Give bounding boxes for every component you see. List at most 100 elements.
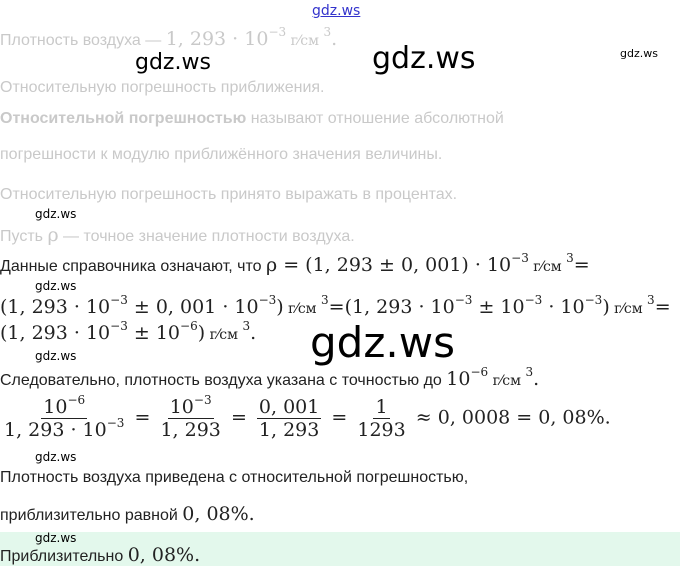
- exp: −3: [511, 251, 529, 265]
- denominator: 1, 293: [160, 419, 221, 441]
- watermark-top-link[interactable]: gdz.ws: [312, 3, 361, 19]
- exp: −3: [258, 293, 277, 307]
- rho: ρ: [47, 224, 59, 246]
- dot: .: [533, 368, 540, 390]
- exp: 3: [647, 293, 655, 307]
- result-line: (1, 293 · 10−3 ± 10−6) г⁄см 3.: [0, 319, 257, 344]
- exp: −3: [193, 393, 212, 407]
- exp: 3: [242, 319, 251, 333]
- eq: =: [654, 296, 671, 318]
- eq: =: [331, 406, 348, 429]
- exp: 3: [321, 293, 329, 307]
- exp: 3: [566, 251, 574, 265]
- text: Пусть: [0, 228, 48, 245]
- m: (1, 293 · 10: [0, 296, 111, 318]
- exp: −3: [524, 293, 543, 307]
- unit: г⁄см: [609, 301, 648, 317]
- math: 10−6 г⁄см 3.: [446, 365, 540, 390]
- m: ± 10: [472, 296, 525, 318]
- term: Относительной погрешностью: [0, 110, 247, 127]
- eq: =: [134, 406, 151, 429]
- m: ): [602, 296, 610, 318]
- expansion-line: (1, 293 · 10−3 ± 0, 001 · 10−3) г⁄см 3=(…: [0, 293, 671, 318]
- math: ρ = (1, 293 ± 0, 001) · 10−3 г⁄см 3=: [265, 251, 590, 276]
- watermark: gdz.ws: [35, 531, 77, 545]
- dot: .: [331, 28, 338, 50]
- exp: −3: [110, 293, 128, 307]
- exp: 3: [323, 25, 332, 39]
- watermark: gdz.ws: [135, 50, 211, 75]
- text: называют отношение абсолютной: [246, 110, 504, 127]
- density-line: Плотность воздуха — 1, 293 · 10−3 г⁄см 3…: [0, 25, 338, 50]
- answer-line: Приблизительно 0, 08%.: [0, 544, 200, 566]
- exp: −6: [67, 393, 86, 407]
- text: Данные справочника означают, что: [0, 258, 266, 275]
- math: 0, 08%.: [182, 503, 255, 525]
- denominator: 1293: [357, 419, 406, 441]
- text: Плотность воздуха —: [0, 32, 166, 49]
- unit: г⁄см: [528, 259, 567, 275]
- m: 1, 293 · 10: [4, 419, 107, 441]
- text: Следовательно, плотность воздуха указана…: [0, 372, 447, 389]
- conclusion-line-1: Плотность воздуха приведена с относитель…: [0, 469, 469, 486]
- task-line: Относительную погрешность приближения.: [0, 79, 325, 96]
- definition-line-1: Относительной погрешностью называют отно…: [0, 108, 504, 130]
- m: · 10: [542, 296, 585, 318]
- percent-line: Относительную погрешность принято выража…: [0, 186, 458, 203]
- unit: г⁄см: [283, 301, 322, 317]
- exp: −6: [180, 319, 198, 333]
- m: 10: [446, 368, 471, 390]
- m: 10: [43, 396, 68, 418]
- m: =(1, 293 · 10: [328, 296, 455, 318]
- text: приблизительно равной: [0, 507, 183, 524]
- numerator: 10−6: [41, 393, 88, 419]
- m: ± 10: [127, 322, 181, 344]
- math-base: 1, 293 · 10: [165, 28, 269, 50]
- unit: г⁄см: [286, 33, 324, 49]
- m: ): [197, 322, 206, 344]
- fraction-2: 10−3 1, 293: [160, 393, 221, 441]
- watermark: gdz.ws: [35, 450, 77, 464]
- exp: −3: [268, 25, 287, 39]
- fraction-4: 1 1293: [357, 396, 405, 441]
- fraction-equation: 10−6 1, 293 · 10−3 = 10−3 1, 293 = 0, 001 1…: [0, 393, 611, 441]
- unit: г⁄см: [488, 373, 526, 389]
- conclusion-line-2: приблизительно равной 0, 08%.: [0, 503, 255, 525]
- exp: 3: [525, 365, 534, 379]
- accuracy-line: Следовательно, плотность воздуха указана…: [0, 365, 540, 390]
- watermark: gdz.ws: [372, 41, 476, 76]
- answer-box: [0, 532, 680, 566]
- dot: .: [250, 322, 257, 344]
- rho-line: Пусть ρ — точное значение плотности возд…: [0, 224, 355, 246]
- watermark: gdz.ws: [35, 349, 77, 363]
- fraction-1: 10−6 1, 293 · 10−3: [4, 393, 125, 441]
- exp: −3: [110, 319, 128, 333]
- eq: =: [230, 406, 247, 429]
- m: ± 0, 001 · 10: [127, 296, 259, 318]
- watermark: gdz.ws: [35, 279, 77, 293]
- numerator: 10−3: [167, 393, 214, 419]
- unit: г⁄см: [205, 327, 243, 343]
- watermark: gdz.ws: [310, 318, 455, 367]
- m: 10: [169, 396, 194, 418]
- definition-line-2: погрешности к модулю приближённого значе…: [0, 146, 443, 163]
- denominator: 1, 293 · 10−3: [4, 416, 125, 441]
- m: (1, 293 · 10: [0, 322, 111, 344]
- math: 0, 08%.: [127, 544, 201, 566]
- exp: −6: [470, 365, 489, 379]
- exp: −3: [584, 293, 603, 307]
- watermark: gdz.ws: [620, 47, 658, 60]
- eq: =: [573, 254, 590, 276]
- watermark: gdz.ws: [35, 207, 77, 221]
- approx-result: ≈ 0, 0008 = 0, 08%.: [415, 406, 611, 429]
- m: ): [276, 296, 284, 318]
- denominator: 1, 293: [258, 419, 320, 441]
- numerator: 1: [373, 396, 390, 419]
- text: — точное значение плотности воздуха.: [58, 228, 355, 245]
- m: ρ = (1, 293 ± 0, 001) · 10: [265, 254, 512, 276]
- exp: −3: [454, 293, 473, 307]
- reference-line: Данные справочника означают, что ρ = (1,…: [0, 251, 590, 276]
- exp: −3: [106, 416, 125, 430]
- text: Приблизительно: [0, 548, 128, 565]
- fraction-3: 0, 001 1, 293: [256, 396, 322, 441]
